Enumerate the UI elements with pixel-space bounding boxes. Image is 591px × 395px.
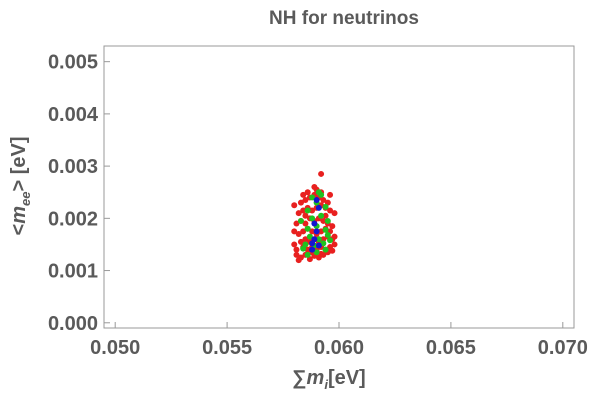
scatter-point-s0-59 bbox=[304, 189, 311, 196]
x-axis-label: ∑mi[eV] bbox=[292, 367, 365, 392]
scatter-point-s2-7 bbox=[309, 240, 316, 247]
scatter-point-s0-35 bbox=[293, 220, 300, 227]
scatter-point-s1-1 bbox=[313, 249, 320, 256]
scatter-point-s0-9 bbox=[293, 246, 300, 253]
scatter-point-s2-6 bbox=[313, 197, 320, 204]
scatter-point-s1-6 bbox=[306, 233, 313, 240]
scatter-point-s1-21 bbox=[327, 237, 334, 244]
scatter-point-s2-4 bbox=[311, 220, 318, 227]
scatter-point-s1-9 bbox=[304, 225, 311, 232]
x-tick-label-0: 0.050 bbox=[90, 337, 140, 359]
scatter-point-s1-17 bbox=[309, 194, 316, 201]
y-tick-label-3: 0.003 bbox=[48, 156, 98, 178]
x-tick-label-1: 0.055 bbox=[202, 337, 252, 359]
scatter-point-s1-13 bbox=[318, 212, 325, 219]
scatter-point-s0-51 bbox=[327, 207, 334, 214]
scatter-point-s1-16 bbox=[322, 203, 329, 210]
scatter-point-s1-12 bbox=[309, 215, 316, 222]
scatter-point-s0-65 bbox=[291, 228, 298, 235]
scatter-point-s0-73 bbox=[302, 212, 309, 219]
scatter-point-s0-63 bbox=[318, 170, 325, 177]
scatter-point-s0-30 bbox=[309, 228, 316, 235]
scatter-point-s0-43 bbox=[329, 223, 336, 230]
scatter-point-s0-41 bbox=[320, 217, 327, 224]
scatter-point-s1-2 bbox=[322, 246, 329, 253]
scatter-point-s1-5 bbox=[320, 240, 327, 247]
scatter-point-s0-52 bbox=[297, 199, 304, 206]
scatter-point-s0-69 bbox=[300, 191, 307, 198]
scatter-point-s0-28 bbox=[300, 228, 307, 235]
scatter-point-s0-44 bbox=[295, 210, 302, 217]
x-tick-labels: 0.050 0.055 0.060 0.065 0.070 bbox=[90, 337, 588, 359]
scatter-point-s0-74 bbox=[322, 212, 329, 219]
axis-ticks bbox=[104, 61, 564, 328]
scatter-point-s0-70 bbox=[327, 191, 334, 198]
scatter-point-s0-27 bbox=[295, 231, 302, 237]
scatter-point-s2-1 bbox=[315, 242, 322, 249]
y-tick-label-1: 0.001 bbox=[48, 261, 98, 283]
chart-title: NH for neutrinos bbox=[269, 8, 419, 29]
y-tick-labels: 0.000 0.001 0.002 0.003 0.004 0.005 bbox=[48, 52, 99, 335]
scatter-point-s0-20 bbox=[302, 236, 309, 243]
scatter-point-s0-37 bbox=[302, 220, 309, 227]
y-tick-label-2: 0.002 bbox=[48, 208, 98, 230]
scatter-point-s1-0 bbox=[304, 251, 311, 258]
scatter-point-s0-64 bbox=[293, 251, 300, 258]
scatter-point-s0-66 bbox=[331, 233, 338, 240]
scatter-point-s2-3 bbox=[313, 228, 320, 235]
scatter-point-s2-0 bbox=[309, 246, 316, 253]
scatter-point-s1-14 bbox=[304, 207, 311, 214]
scatter-point-s1-22 bbox=[297, 217, 304, 224]
scatter-point-s1-11 bbox=[322, 226, 329, 233]
scatter-point-s1-20 bbox=[300, 245, 307, 252]
scatter-point-s0-68 bbox=[291, 202, 298, 209]
scatter-point-s0-18 bbox=[291, 241, 298, 248]
x-tick-label-4: 0.070 bbox=[538, 337, 588, 359]
scatter-point-s1-23 bbox=[324, 217, 331, 224]
x-tick-label-2: 0.060 bbox=[314, 337, 364, 359]
y-tick-label-4: 0.004 bbox=[48, 104, 99, 126]
y-tick-label-0: 0.000 bbox=[48, 313, 98, 335]
scatter-point-s1-19 bbox=[315, 189, 322, 196]
data-points bbox=[291, 170, 338, 264]
scatter-point-s0-62 bbox=[311, 184, 318, 190]
scatter-point-s0-57 bbox=[320, 197, 327, 204]
scatter-point-s0-24 bbox=[320, 236, 327, 243]
y-tick-label-5: 0.005 bbox=[48, 52, 98, 74]
scatter-point-s0-1 bbox=[297, 254, 304, 261]
scatter-point-s0-11 bbox=[304, 246, 311, 253]
scatter-point-s1-8 bbox=[324, 232, 331, 239]
scatter-point-s0-53 bbox=[302, 197, 309, 204]
scatter-point-s2-5 bbox=[315, 204, 322, 211]
scatter-point-s0-45 bbox=[300, 207, 307, 214]
x-tick-label-3: 0.065 bbox=[426, 337, 476, 359]
scatter-point-s0-67 bbox=[331, 210, 338, 217]
scatter-point-s1-7 bbox=[315, 236, 322, 243]
y-axis-label: <mee> [eV] bbox=[8, 137, 33, 236]
scatter-point-s0-17 bbox=[331, 241, 338, 248]
scatter-point-s0-19 bbox=[297, 238, 304, 245]
scatter-point-s0-47 bbox=[309, 207, 316, 214]
plot-frame bbox=[103, 45, 575, 329]
scatter-point-s0-16 bbox=[327, 244, 334, 251]
